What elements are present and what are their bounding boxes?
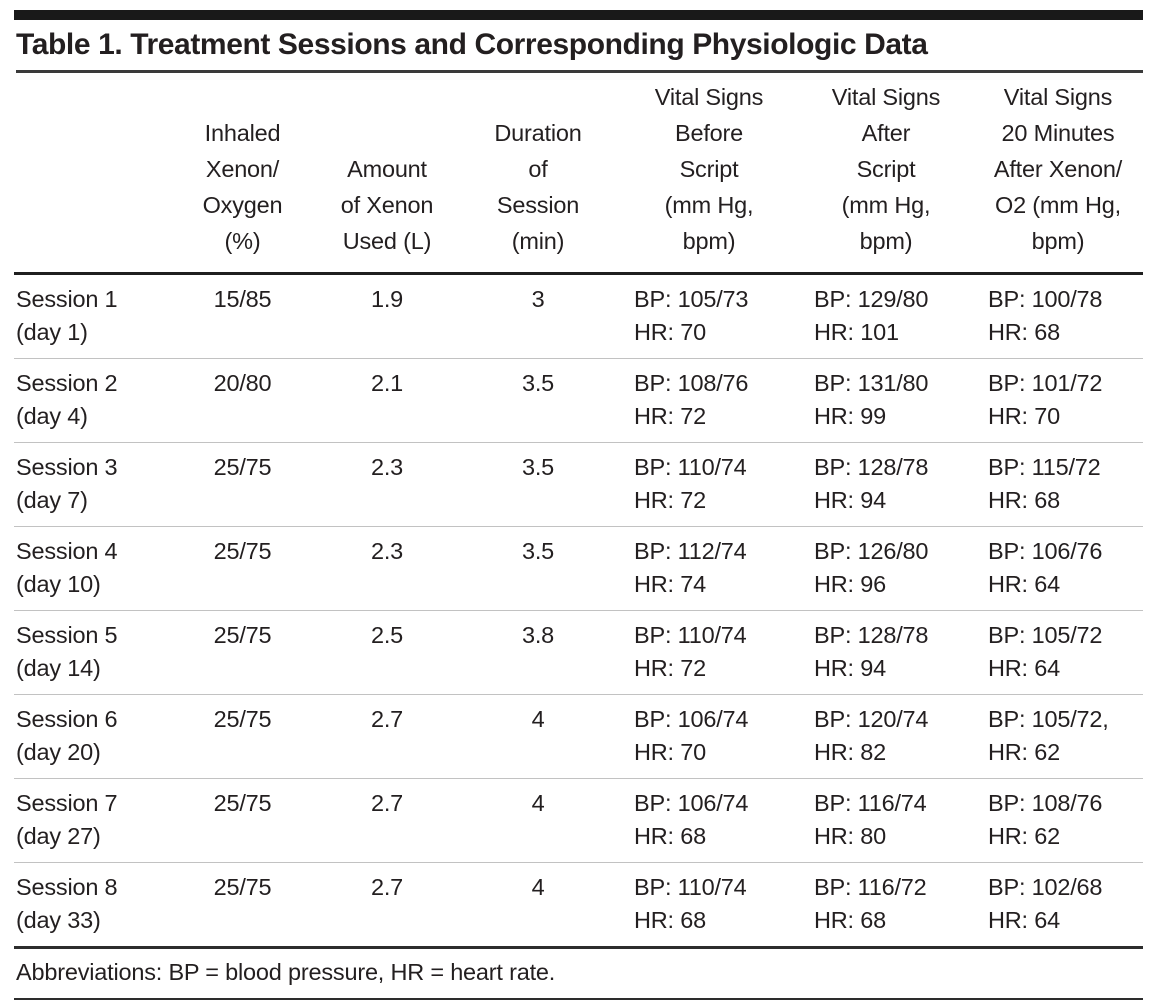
inhaled-cell: 25/75 xyxy=(213,706,272,732)
vitals-after20-cell: BP: 100/78 HR: 68 xyxy=(988,286,1103,345)
vitals-after-cell: BP: 126/80 HR: 96 xyxy=(814,538,929,597)
vitals-before-cell: BP: 110/74 HR: 72 xyxy=(634,454,747,513)
vitals-after20-cell: BP: 106/76 HR: 64 xyxy=(988,538,1103,597)
vitals-after20-cell: BP: 108/76 HR: 62 xyxy=(988,790,1103,849)
table-footnote: Abbreviations: BP = blood pressure, HR =… xyxy=(14,949,1143,1000)
col-header-vitals-before: Vital Signs Before Script (mm Hg, bpm) xyxy=(619,73,799,275)
session-cell: Session 4 (day 10) xyxy=(16,538,118,597)
vitals-after-cell: BP: 131/80 HR: 99 xyxy=(814,370,929,429)
table-row: Session 5 (day 14) 25/75 2.5 3.8 BP: 110… xyxy=(14,611,1143,695)
vitals-after-cell: BP: 116/74 HR: 80 xyxy=(814,790,927,849)
vitals-after-cell: BP: 128/78 HR: 94 xyxy=(814,622,929,681)
table-row: Session 2 (day 4) 20/80 2.1 3.5 BP: 108/… xyxy=(14,359,1143,443)
vitals-after20-cell: BP: 105/72, HR: 62 xyxy=(988,706,1109,765)
session-cell: Session 3 (day 7) xyxy=(16,454,118,513)
session-cell: Session 1 (day 1) xyxy=(16,286,118,345)
duration-cell: 4 xyxy=(531,706,545,732)
xenon-amount-cell: 2.7 xyxy=(370,790,404,816)
table-row: Session 4 (day 10) 25/75 2.3 3.5 BP: 112… xyxy=(14,527,1143,611)
duration-cell: 3.5 xyxy=(521,370,555,396)
duration-cell: 3.5 xyxy=(521,538,555,564)
table-row: Session 3 (day 7) 25/75 2.3 3.5 BP: 110/… xyxy=(14,443,1143,527)
treatment-sessions-table: Inhaled Xenon/ Oxygen (%) Amount of Xeno… xyxy=(14,73,1143,949)
col-header-vitals-after20: Vital Signs 20 Minutes After Xenon/ O2 (… xyxy=(973,73,1143,275)
vitals-after-cell: BP: 116/72 HR: 68 xyxy=(814,874,927,933)
col-header-vitals-after: Vital Signs After Script (mm Hg, bpm) xyxy=(799,73,973,275)
inhaled-cell: 15/85 xyxy=(213,286,272,312)
xenon-amount-cell: 1.9 xyxy=(370,286,404,312)
vitals-after-cell: BP: 128/78 HR: 94 xyxy=(814,454,929,513)
session-cell: Session 2 (day 4) xyxy=(16,370,118,429)
inhaled-cell: 25/75 xyxy=(213,538,272,564)
col-header-inhaled-xenon-oxygen: Inhaled Xenon/ Oxygen (%) xyxy=(168,73,317,275)
vitals-after20-cell: BP: 101/72 HR: 70 xyxy=(988,370,1103,429)
session-cell: Session 7 (day 27) xyxy=(16,790,118,849)
vitals-before-cell: BP: 112/74 HR: 74 xyxy=(634,538,747,597)
vitals-before-cell: BP: 106/74 HR: 68 xyxy=(634,790,749,849)
xenon-amount-cell: 2.7 xyxy=(370,874,404,900)
xenon-amount-cell: 2.3 xyxy=(370,454,404,480)
vitals-before-cell: BP: 110/74 HR: 72 xyxy=(634,622,747,681)
col-header-session xyxy=(14,73,168,275)
duration-cell: 3.8 xyxy=(521,622,555,648)
vitals-after20-cell: BP: 105/72 HR: 64 xyxy=(988,622,1103,681)
table-row: Session 1 (day 1) 15/85 1.9 3 BP: 105/73… xyxy=(14,274,1143,359)
vitals-before-cell: BP: 106/74 HR: 70 xyxy=(634,706,749,765)
duration-cell: 4 xyxy=(531,790,545,816)
inhaled-cell: 25/75 xyxy=(213,622,272,648)
col-header-duration: Duration of Session (min) xyxy=(457,73,619,275)
duration-cell: 3.5 xyxy=(521,454,555,480)
inhaled-cell: 20/80 xyxy=(213,370,272,396)
col-header-xenon-amount: Amount of Xenon Used (L) xyxy=(317,73,457,275)
duration-cell: 4 xyxy=(531,874,545,900)
vitals-before-cell: BP: 108/76 HR: 72 xyxy=(634,370,749,429)
vitals-after20-cell: BP: 115/72 HR: 68 xyxy=(988,454,1101,513)
inhaled-cell: 25/75 xyxy=(213,790,272,816)
session-cell: Session 8 (day 33) xyxy=(16,874,118,933)
table-top-rule xyxy=(14,10,1143,20)
table-row: Session 6 (day 20) 25/75 2.7 4 BP: 106/7… xyxy=(14,695,1143,779)
xenon-amount-cell: 2.1 xyxy=(370,370,404,396)
xenon-amount-cell: 2.3 xyxy=(370,538,404,564)
table-title: Table 1. Treatment Sessions and Correspo… xyxy=(16,27,1143,73)
vitals-after-cell: BP: 120/74 HR: 82 xyxy=(814,706,929,765)
vitals-after-cell: BP: 129/80 HR: 101 xyxy=(814,286,929,345)
session-cell: Session 5 (day 14) xyxy=(16,622,118,681)
table-row: Session 8 (day 33) 25/75 2.7 4 BP: 110/7… xyxy=(14,863,1143,948)
vitals-before-cell: BP: 105/73 HR: 70 xyxy=(634,286,749,345)
xenon-amount-cell: 2.5 xyxy=(370,622,404,648)
inhaled-cell: 25/75 xyxy=(213,454,272,480)
vitals-after20-cell: BP: 102/68 HR: 64 xyxy=(988,874,1103,933)
header-row: Inhaled Xenon/ Oxygen (%) Amount of Xeno… xyxy=(14,73,1143,275)
vitals-before-cell: BP: 110/74 HR: 68 xyxy=(634,874,747,933)
table-row: Session 7 (day 27) 25/75 2.7 4 BP: 106/7… xyxy=(14,779,1143,863)
inhaled-cell: 25/75 xyxy=(213,874,272,900)
session-cell: Session 6 (day 20) xyxy=(16,706,118,765)
duration-cell: 3 xyxy=(531,286,545,312)
xenon-amount-cell: 2.7 xyxy=(370,706,404,732)
